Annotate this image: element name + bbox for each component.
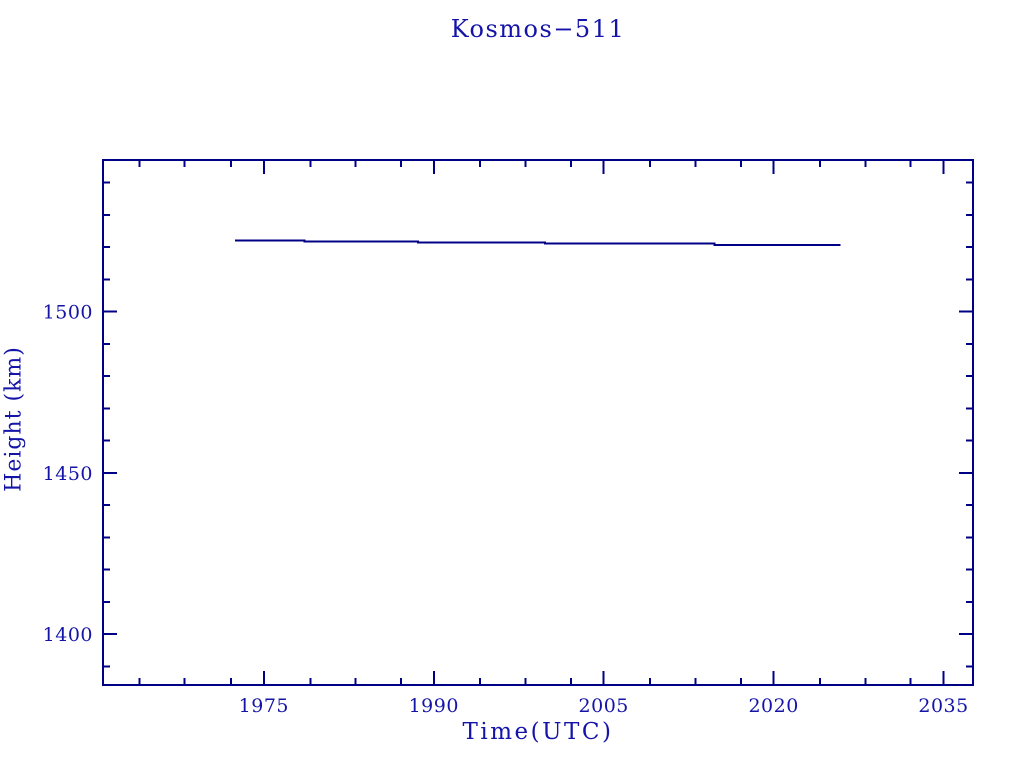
- x-tick-label: 1990: [409, 695, 459, 717]
- x-tick-label: 2005: [579, 695, 629, 717]
- y-tick-label: 1400: [43, 624, 93, 646]
- x-tick-label: 2035: [918, 695, 968, 717]
- x-tick-label: 2020: [748, 695, 798, 717]
- y-tick-label: 1500: [43, 302, 93, 324]
- x-tick-label: 1975: [239, 695, 289, 717]
- plot-border: [102, 159, 974, 686]
- data-line: [235, 239, 841, 247]
- y-tick-label: 1450: [43, 463, 93, 485]
- chart-title: Kosmos−511: [450, 15, 626, 43]
- x-axis-label: Time(UTC): [462, 719, 614, 745]
